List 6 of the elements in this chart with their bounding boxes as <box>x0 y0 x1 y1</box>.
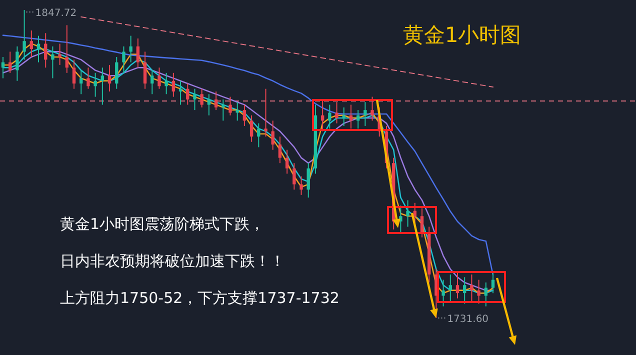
annotation: 1731.60 <box>447 314 489 325</box>
annotation: 上方阻力1750-52，下方支撑1737-1732 <box>60 289 340 307</box>
annotation: 1847.72 <box>35 8 77 19</box>
annotation: 黄金1小时图震荡阶梯式下跌， <box>60 215 265 233</box>
annotation: 日内非农预期将破位加速下跌！！ <box>60 252 285 270</box>
text: 黄金1小时图 <box>402 23 522 47</box>
